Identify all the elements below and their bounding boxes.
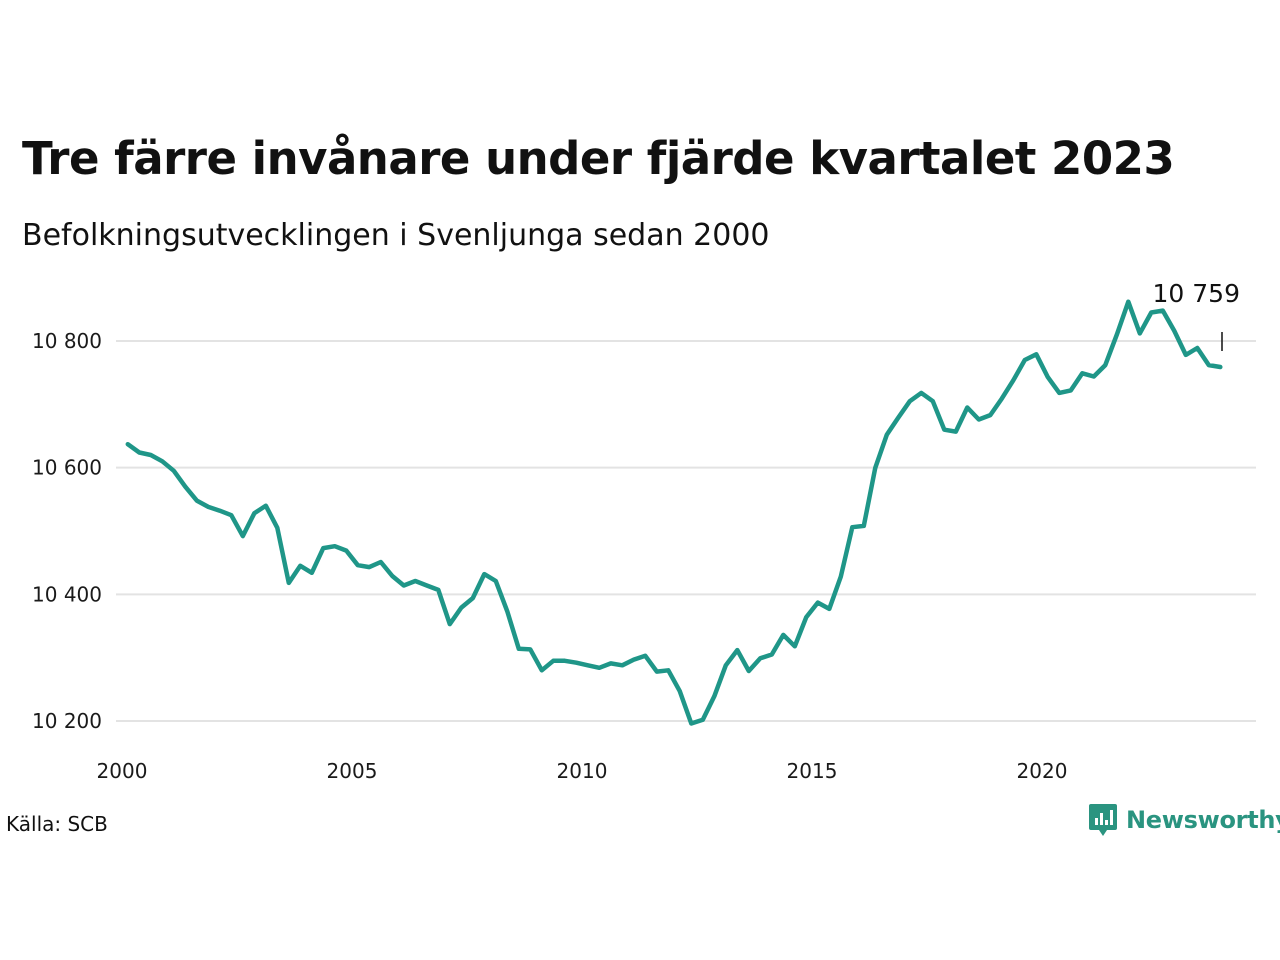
y-tick-label: 10 600 xyxy=(32,456,102,480)
x-tick-label: 2015 xyxy=(787,759,838,783)
series-line xyxy=(125,299,1223,726)
source-credit: Källa: SCB xyxy=(6,812,108,836)
y-tick-label: 10 200 xyxy=(32,709,102,733)
y-axis-ticks: 10 200 10 400 10 600 10 800 xyxy=(32,329,102,733)
end-annotation: 10 759 xyxy=(1153,279,1240,351)
y-tick-label: 10 800 xyxy=(32,329,102,353)
x-tick-label: 2000 xyxy=(97,759,148,783)
newsworthy-icon xyxy=(1089,804,1117,836)
y-tick-label: 10 400 xyxy=(32,582,102,606)
x-tick-label: 2010 xyxy=(557,759,608,783)
brand-name: Newsworthy xyxy=(1126,806,1280,834)
x-tick-label: 2005 xyxy=(327,759,378,783)
x-axis-ticks: 2000 2005 2010 2015 2020 xyxy=(97,759,1068,783)
series-layer xyxy=(125,299,1223,726)
chart-subtitle: Befolkningsutvecklingen i Svenljunga sed… xyxy=(22,218,770,253)
gridlines xyxy=(116,340,1256,722)
brand-logo: Newsworthy xyxy=(1088,802,1280,838)
end-value-label: 10 759 xyxy=(1153,279,1240,308)
chart-title: Tre färre invånare under fjärde kvartale… xyxy=(22,132,1175,185)
x-tick-label: 2020 xyxy=(1017,759,1068,783)
